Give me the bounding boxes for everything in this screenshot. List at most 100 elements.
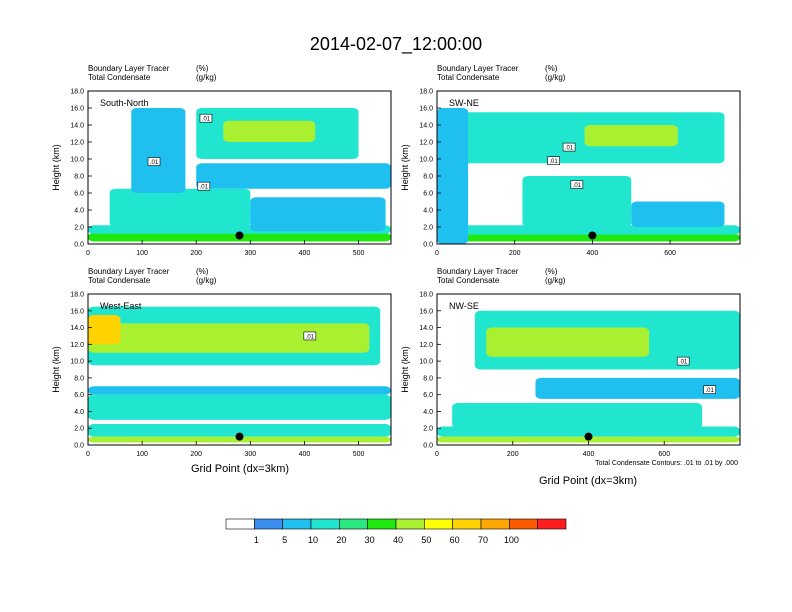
y-tick-label: 2.0 <box>74 225 84 232</box>
tracer-label: Boundary Layer Tracer <box>88 267 170 276</box>
shaded-field <box>88 424 391 437</box>
location-marker <box>235 231 244 240</box>
shaded-field <box>88 394 391 420</box>
colorbar-swatch <box>452 518 482 530</box>
y-tick-label: 12.0 <box>70 342 84 349</box>
shaded-field <box>88 314 121 345</box>
shaded-field <box>437 225 740 235</box>
x-tick-label: 600 <box>664 250 676 257</box>
panel-west-east: Boundary Layer Tracer (%) Total Condensate… <box>51 267 392 458</box>
shaded-field <box>109 188 251 227</box>
shaded-field <box>88 323 370 353</box>
colorbar-swatch <box>395 518 425 530</box>
figure-title: 2014-02-07_12:00:00 <box>310 34 482 55</box>
y-tick-label: 12.0 <box>70 140 84 147</box>
colorbar-label: 60 <box>450 535 460 545</box>
colorbar-swatch <box>310 518 340 530</box>
y-tick-label: 14.0 <box>70 325 84 332</box>
contour-label-box <box>703 385 717 394</box>
y-tick-label: 10.0 <box>419 157 433 164</box>
x-tick-label: 400 <box>587 250 599 257</box>
contour-label-box <box>147 157 161 166</box>
x-tick-label: 0 <box>435 250 439 257</box>
x-tick-label: 500 <box>353 250 365 257</box>
y-tick-label: 8.0 <box>74 174 84 181</box>
panel-south-north: Boundary Layer Tracer (%) Total Condensate… <box>51 64 392 257</box>
panel-title: West-East <box>100 301 142 311</box>
condensate-unit: (g/kg) <box>545 276 566 285</box>
shaded-field <box>452 403 703 429</box>
contour-note: Total Condensate Contours: .01 to .01 by… <box>595 460 738 467</box>
panels-group: Boundary Layer Tracer (%) Total Condensate… <box>51 64 741 458</box>
colorbar-swatch <box>509 518 538 530</box>
condensate-unit: (g/kg) <box>196 276 217 285</box>
tracer-unit: (%) <box>545 64 558 73</box>
x-tick-label: 0 <box>86 250 90 257</box>
colorbar-swatch <box>254 518 283 530</box>
y-tick-label: 8.0 <box>423 375 433 382</box>
y-axis-label: Height (km) <box>51 144 61 191</box>
y-tick-label: 14.0 <box>419 123 433 130</box>
y-tick-label: 8.0 <box>423 174 433 181</box>
x-tick-label: 300 <box>244 250 256 257</box>
condensate-label: Total Condensate <box>88 276 151 285</box>
y-tick-label: 0.0 <box>74 443 84 450</box>
contour-label-box <box>197 181 211 191</box>
contour-label-box <box>570 180 584 189</box>
x-tick-label: 200 <box>507 451 519 458</box>
x-tick-label: 400 <box>299 250 311 257</box>
colorbar-label: 20 <box>336 535 346 545</box>
x-tick-label: 0 <box>86 451 90 458</box>
y-tick-label: 18.0 <box>70 89 84 96</box>
y-tick-label: 6.0 <box>74 191 84 198</box>
contour-label-box <box>676 356 690 366</box>
y-tick-label: 6.0 <box>423 392 433 399</box>
y-tick-label: 0.0 <box>423 242 433 249</box>
y-tick-label: 0.0 <box>423 443 433 450</box>
shaded-field <box>631 201 725 227</box>
y-tick-label: 2.0 <box>74 426 84 433</box>
y-tick-label: 18.0 <box>419 89 433 96</box>
x-axis-label-left: Grid Point (dx=3km) <box>191 463 289 475</box>
location-marker <box>588 231 597 240</box>
colorbar-label: 5 <box>282 535 287 545</box>
y-tick-label: 4.0 <box>74 409 84 416</box>
y-tick-label: 18.0 <box>419 292 433 299</box>
y-tick-label: 2.0 <box>423 225 433 232</box>
y-tick-label: 10.0 <box>419 359 433 366</box>
y-tick-label: 16.0 <box>419 308 433 315</box>
shaded-field <box>437 426 740 437</box>
y-tick-label: 18.0 <box>70 292 84 299</box>
shaded-field <box>250 197 386 232</box>
shaded-field <box>88 386 391 395</box>
x-tick-label: 500 <box>353 451 365 458</box>
y-tick-label: 0.0 <box>74 242 84 249</box>
y-tick-label: 16.0 <box>419 106 433 113</box>
shaded-field <box>584 125 678 147</box>
location-marker <box>235 432 244 441</box>
x-tick-label: 400 <box>299 451 311 458</box>
y-tick-label: 10.0 <box>70 157 84 164</box>
contour-label: .01 <box>573 183 582 189</box>
panel-title: South-North <box>100 98 149 108</box>
location-marker <box>584 432 593 441</box>
y-tick-label: 14.0 <box>419 325 433 332</box>
shaded-field <box>535 377 740 399</box>
y-tick-label: 6.0 <box>423 191 433 198</box>
colorbar: 1 5 10 20 30 40 50 60 70 100 <box>225 518 567 545</box>
panel-title: NW-SE <box>449 301 479 311</box>
y-tick-label: 14.0 <box>70 123 84 130</box>
plot-frame <box>436 90 741 245</box>
tracer-unit: (%) <box>545 267 558 276</box>
contour-label: .01 <box>150 160 159 166</box>
shaded-field <box>486 327 650 357</box>
plot-frame <box>87 293 392 446</box>
colorbar-swatch <box>367 518 397 530</box>
y-tick-label: 16.0 <box>70 106 84 113</box>
contour-label: .01 <box>306 334 315 340</box>
condensate-label: Total Condensate <box>88 73 151 82</box>
panel-title: SW-NE <box>449 98 479 108</box>
contour-label: .01 <box>549 159 558 165</box>
colorbar-label: 70 <box>478 535 488 545</box>
